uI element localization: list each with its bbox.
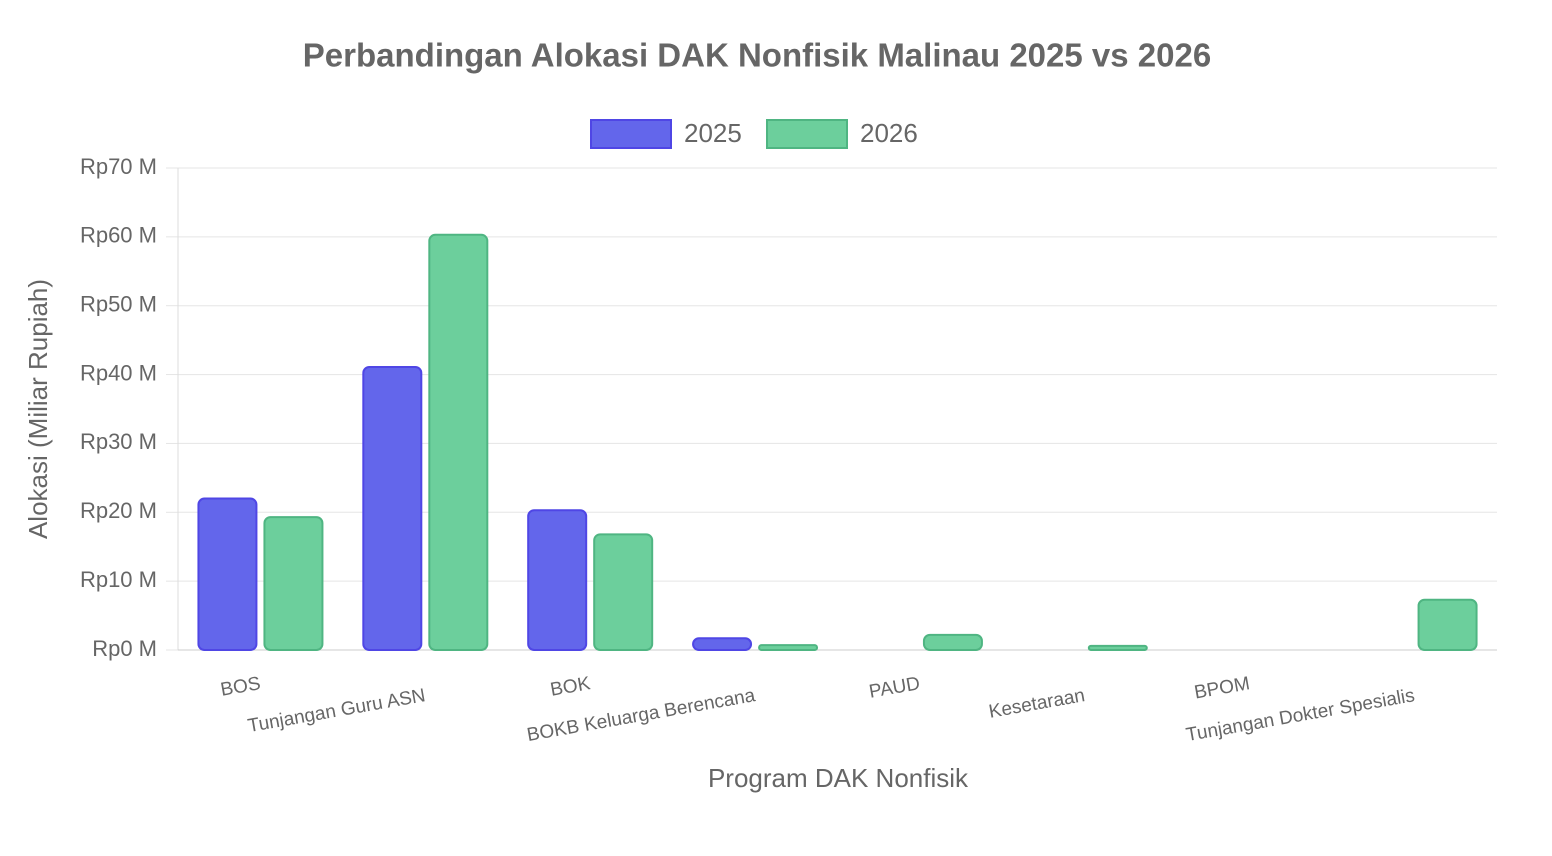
y-tick-label: Rp30 M (80, 429, 157, 454)
bar (758, 644, 819, 651)
y-axis-title: Alokasi (Miliar Rupiah) (23, 279, 53, 539)
x-tick-label: BOK (549, 673, 592, 701)
x-axis-title: Program DAK Nonfisik (708, 763, 969, 793)
y-tick-label: Rp0 M (92, 636, 157, 661)
bar (197, 497, 258, 651)
y-tick-label: Rp10 M (80, 567, 157, 592)
bar (263, 516, 324, 651)
bar (1417, 598, 1478, 652)
bar (527, 509, 588, 651)
chart-title: Perbandingan Alokasi DAK Nonfisik Malina… (303, 37, 1211, 74)
x-tick-label: PAUD (867, 673, 921, 703)
bar (692, 637, 753, 652)
y-tick-label: Rp20 M (80, 498, 157, 523)
x-tick-label: Kesetaraan (987, 685, 1086, 723)
x-tick-label: BOS (219, 673, 262, 701)
x-tick-label: Tunjangan Guru ASN (246, 685, 427, 737)
bar (593, 533, 654, 652)
bar (1087, 644, 1148, 652)
x-tick-label: BPOM (1193, 673, 1252, 703)
y-tick-label: Rp40 M (80, 360, 157, 385)
bar (362, 365, 423, 651)
legend-swatch (766, 119, 848, 149)
bar (922, 633, 983, 652)
legend-label: 2025 (684, 118, 742, 148)
y-tick-label: Rp60 M (80, 223, 157, 248)
legend-swatch (590, 119, 672, 149)
bar (428, 233, 489, 651)
y-tick-label: Rp50 M (80, 292, 157, 317)
legend-label: 2026 (860, 118, 918, 148)
y-tick-label: Rp70 M (80, 154, 157, 179)
